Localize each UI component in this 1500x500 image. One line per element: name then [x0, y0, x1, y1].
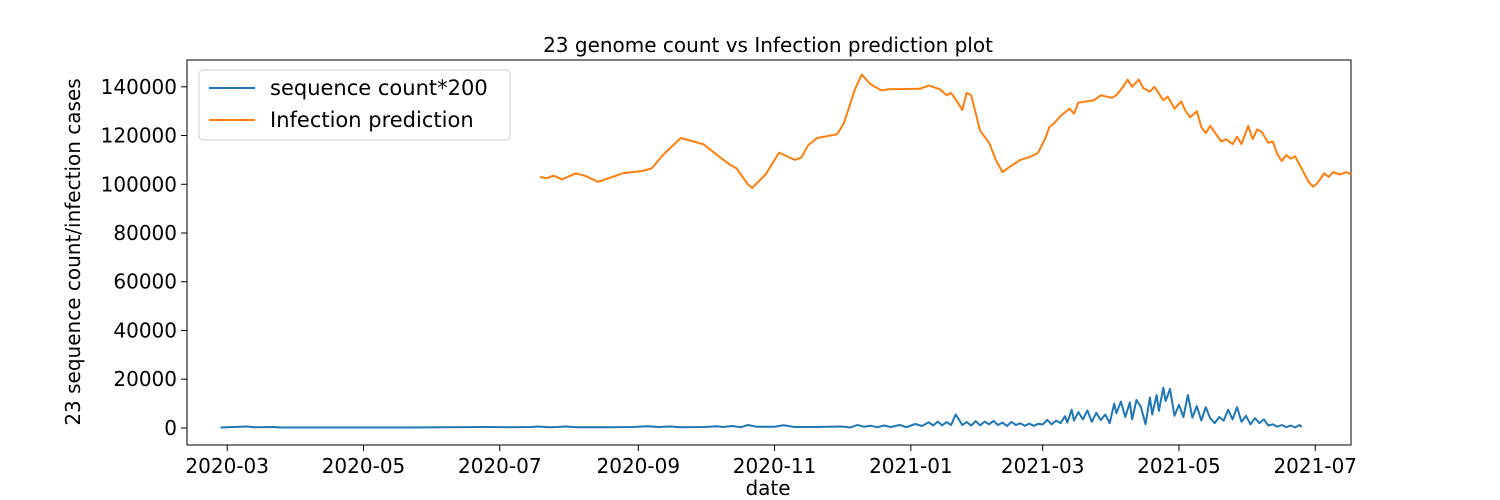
y-tick-label: 20000	[113, 367, 177, 391]
series-line-0	[220, 386, 1303, 429]
chart-title: 23 genome count vs Infection prediction …	[543, 33, 993, 57]
y-tick-label: 60000	[113, 270, 177, 294]
x-tick-label: 2021-01	[869, 454, 953, 478]
legend: sequence count*200 Infection prediction	[198, 69, 511, 141]
y-tick-label: 100000	[101, 172, 177, 196]
x-axis: 2020-03 2020-05 2020-07 2020-09 2020-11 2021-…	[185, 445, 1357, 478]
legend-label-infection: Infection prediction	[270, 108, 474, 132]
y-tick-label: 0	[164, 416, 177, 440]
x-tick-label: 2020-07	[458, 454, 542, 478]
x-tick-label: 2020-11	[733, 454, 817, 478]
series-layer	[220, 73, 1352, 429]
y-tick-label: 120000	[101, 124, 177, 148]
y-tick-label: 40000	[113, 318, 177, 342]
y-tick-label: 140000	[101, 75, 177, 99]
x-tick-label: 2020-09	[597, 454, 681, 478]
x-tick-label: 2020-03	[185, 454, 269, 478]
x-tick-label: 2021-03	[1001, 454, 1085, 478]
x-tick-label: 2021-05	[1137, 454, 1221, 478]
y-tick-label: 80000	[113, 221, 177, 245]
legend-box	[198, 69, 511, 141]
legend-label-sequence: sequence count*200	[270, 76, 488, 100]
x-axis-label: date	[745, 476, 790, 500]
y-axis-label: 23 sequence count/infection cases	[61, 78, 85, 425]
x-tick-label: 2020-05	[322, 454, 406, 478]
x-tick-label: 2021-07	[1273, 454, 1357, 478]
series-line-1	[539, 73, 1352, 189]
y-axis: 0 20000 40000 60000 80000 100000 120000 140000	[101, 75, 187, 440]
